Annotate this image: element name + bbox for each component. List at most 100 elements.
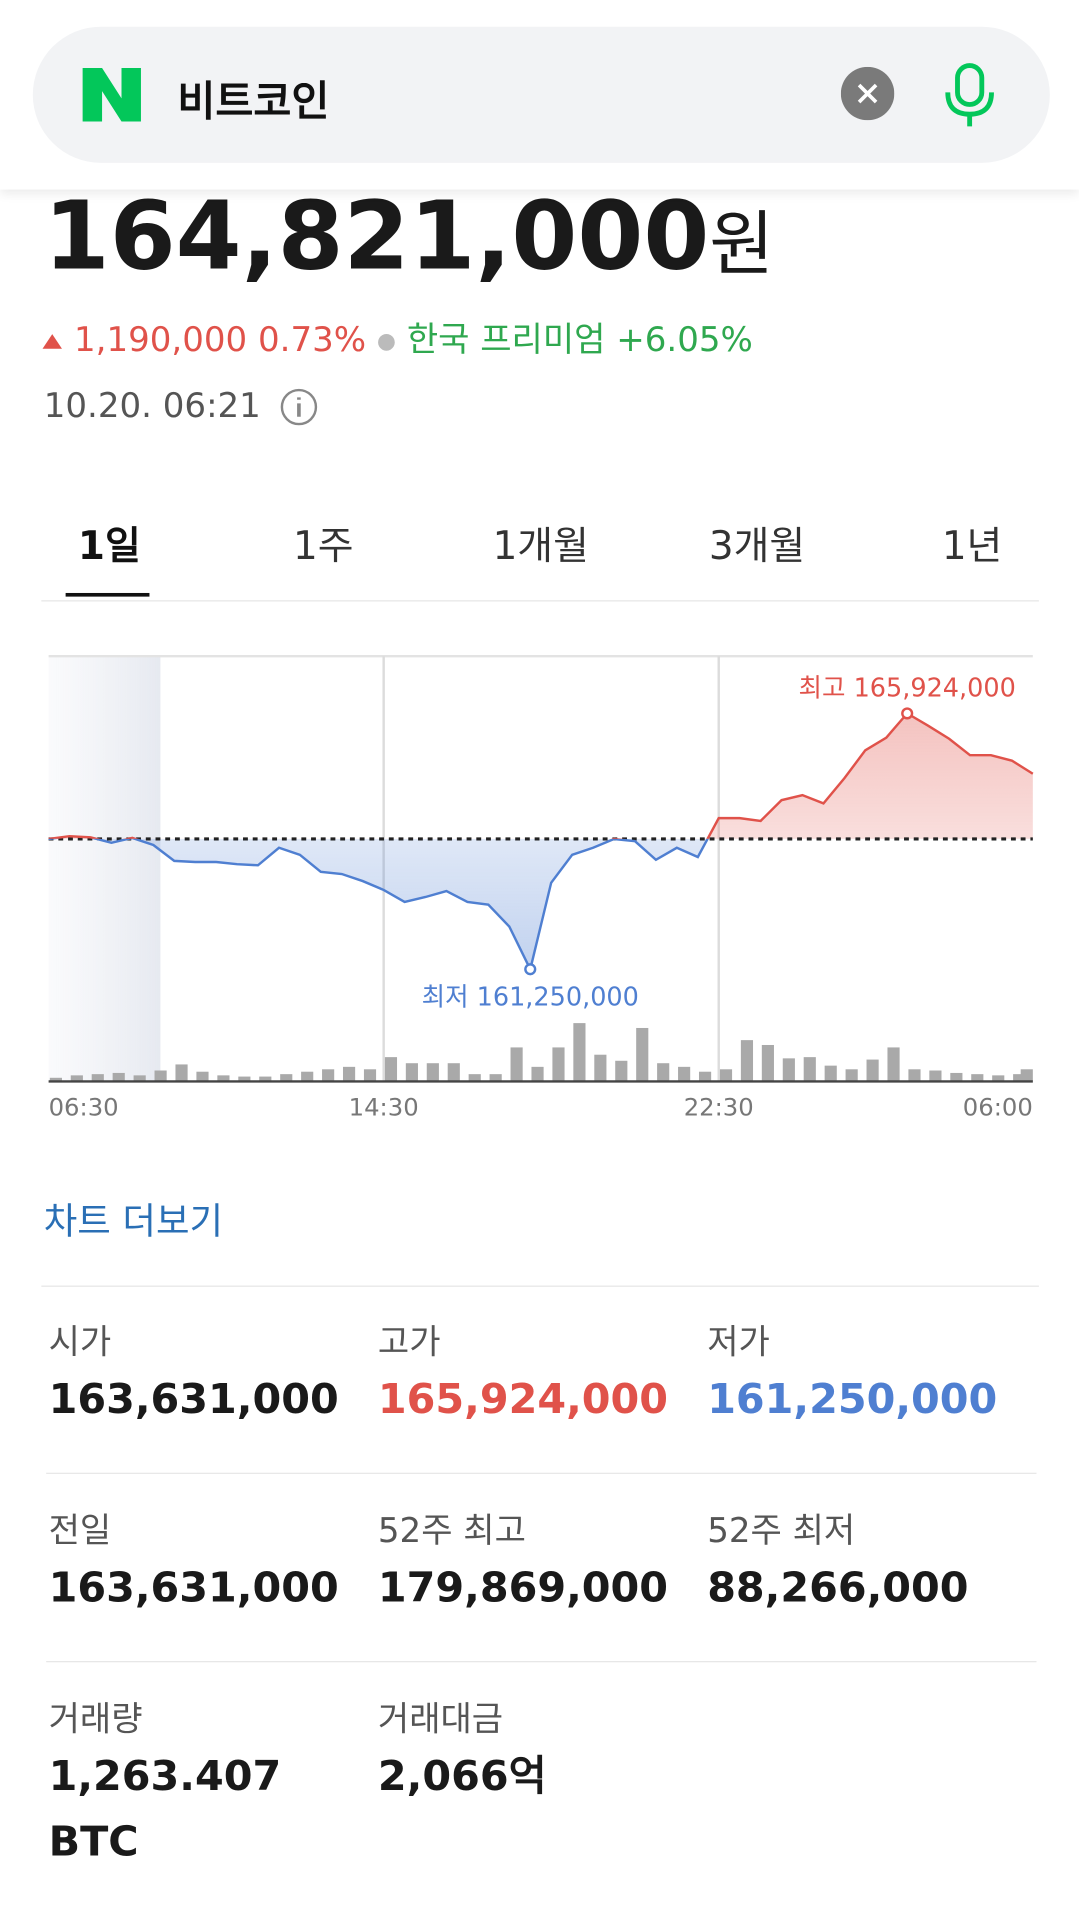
x-tick-label: 22:30 [684,1092,754,1121]
stat-value: 161,250,000 [707,1375,998,1425]
stat-value: 2,066억 [377,1752,547,1801]
premium-value: +6.05% [616,319,753,360]
period-tab[interactable]: 1주 [292,522,354,569]
price-line-down [48,838,709,973]
volume-bar [363,1069,377,1082]
stat-value: 88,266,000 [707,1563,969,1613]
volume-bar [259,1076,272,1082]
volume-bar [468,1074,481,1082]
volume-bar [657,1063,670,1082]
x-tick-label: 06:00 [963,1092,1033,1121]
period-tab[interactable]: 1일 [77,522,141,569]
volume-bar [1013,1074,1026,1082]
volume-bar [301,1071,314,1082]
timestamp: 10.20. 06:21 [43,385,261,426]
volume-bar [531,1066,544,1082]
stat-value: 163,631,000 [48,1375,339,1425]
volume-bar [573,1023,586,1082]
low-label: 최저 161,250,000 [422,983,639,1013]
volume-bar [678,1066,691,1082]
volume-bar [594,1054,607,1082]
stat-value: 1,263.407 BTC [48,1752,282,1867]
stat-label: 시가 [48,1322,112,1363]
volume-bar [929,1070,942,1082]
divider [46,1661,1037,1663]
clear-button[interactable] [840,66,895,121]
volume-bar [552,1047,565,1082]
up-arrow [42,334,62,349]
low-marker [524,963,537,976]
volume-bar [70,1075,83,1082]
price-line-up [48,711,1034,839]
volume-bar [908,1069,921,1082]
x-tick-label: 14:30 [349,1092,419,1121]
search-query[interactable]: 비트코인 [177,77,330,127]
volume-bar [719,1069,733,1082]
area-down [96,838,708,970]
volume-bar [866,1059,879,1082]
volume-bar [426,1063,439,1082]
volume-bar [175,1064,188,1082]
volume-bar [698,1071,712,1082]
volume-bar [782,1058,795,1082]
change-amount: 1,190,000 [74,319,248,360]
volume-bar [196,1071,209,1082]
area-up [48,713,1033,839]
stat-label: 52주 최고 [377,1510,526,1551]
volume-bar [740,1040,754,1082]
volume-bar [280,1074,293,1082]
volume-bar [322,1069,335,1082]
volume-bar [112,1072,125,1082]
shaded-region [48,656,161,1082]
volume-bar [342,1066,356,1082]
stat-label: 거래량 [48,1698,143,1739]
stat-label: 거래대금 [377,1698,504,1739]
volume-bar [950,1072,963,1082]
volume-bar [803,1057,816,1082]
naver-logo [82,68,141,122]
volume-bar [217,1075,230,1082]
high-marker [901,707,914,720]
volume-bar [971,1074,984,1082]
period-tab[interactable]: 3개월 [708,522,806,569]
stat-label: 전일 [48,1510,112,1551]
stat-value: 179,869,000 [377,1563,669,1613]
more-chart-link[interactable]: 차트 더보기 [43,1200,224,1244]
volume-bar [510,1047,523,1082]
volume-bar [992,1075,1005,1082]
volume-bar [91,1074,104,1082]
volume-bar [824,1065,837,1082]
volume-bar [405,1063,418,1082]
volume-bar [636,1027,649,1082]
volume-bar [154,1070,167,1082]
tab-underline [65,592,150,597]
search-header: 비트코인 [0,0,1079,190]
stat-label: 저가 [707,1322,770,1363]
stat-value: 165,924,000 [377,1375,669,1425]
volume-bar [238,1076,251,1082]
price-block: 164,821,000원 [44,182,774,291]
mic-button[interactable] [940,61,998,129]
divider [41,600,1039,602]
volume-bar [49,1077,62,1082]
volume-bar [761,1044,774,1082]
volume-bar [887,1047,900,1082]
divider [41,1285,1039,1287]
high-label: 최고 165,924,000 [799,673,1016,703]
timestamp-row: 10.20. 06:21 [44,385,318,426]
change-line: 1,190,000 0.73% ● 한국 프리미엄 +6.05% [41,313,753,362]
premium-label: 한국 프리미엄 [406,319,606,360]
info-icon[interactable] [279,388,318,427]
period-tab[interactable]: 1개월 [492,522,589,569]
volume-bar [384,1057,398,1082]
price-chart: 06:30 14:30 22:30 06:00 최고 165,924,000 최저 161… [48,654,1034,1121]
volume-bar [133,1075,146,1082]
x-tick-label: 06:30 [49,1092,119,1121]
volume-bar [1020,1069,1033,1082]
stat-label: 고가 [377,1322,441,1363]
volume-bar [845,1069,858,1082]
period-tab[interactable]: 1년 [941,522,1003,569]
volume-bar [489,1074,502,1082]
